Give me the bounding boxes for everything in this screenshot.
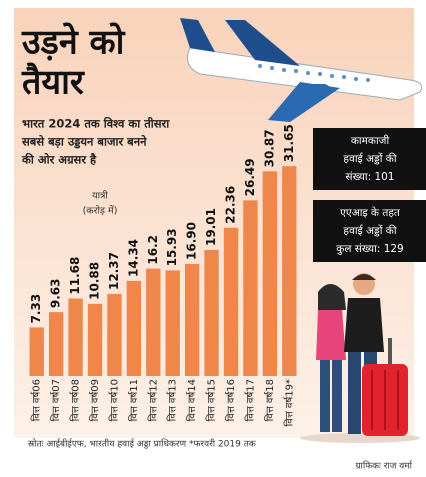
value-label: 22.36 (224, 186, 238, 224)
bar (87, 303, 103, 376)
subtitle: सबसे बड़ा उड्डयन बाजार बनने (21, 135, 147, 149)
x-tick-label: वित्त वर्ष15 (206, 379, 218, 421)
x-tick-label: वित्त वर्ष11 (128, 379, 140, 421)
bar (262, 171, 278, 376)
x-tick-label: वित्त वर्ष12 (147, 379, 159, 421)
bar (107, 293, 122, 376)
annotation: कुल संख्या: 129 (336, 243, 404, 255)
subtitle: की ओर अग्रसर है (21, 153, 97, 167)
value-label: 19.01 (204, 208, 218, 246)
annotation: हवाई अड्डों की (343, 224, 396, 237)
annotation: हवाई अड्डों की (343, 152, 396, 165)
x-tick-label: वित्त वर्ष08 (70, 379, 82, 421)
annotation: एएआइ के तहत (340, 206, 401, 219)
source: स्रोतः आईबीईएफ, भारतीय हवाई अड्डा प्राधि… (28, 438, 257, 450)
value-label: 10.88 (88, 262, 102, 300)
axis-label: यात्री (92, 190, 108, 202)
value-label: 15.93 (165, 228, 179, 266)
x-tick-label: वित्त वर्ष17 (244, 379, 256, 421)
value-label: 26.49 (243, 158, 257, 196)
annotation-box (313, 200, 426, 262)
value-label: 30.87 (262, 129, 276, 167)
value-label: 11.68 (68, 257, 82, 295)
airplane-illustration (180, 18, 423, 122)
chart-title: तैयार (21, 62, 85, 103)
chart-title: उड़ने को (21, 22, 126, 63)
bar (282, 166, 297, 376)
axis-label: (करोड़ में) (83, 205, 118, 217)
x-tick-label: वित्त वर्ष06 (31, 379, 43, 421)
x-tick-label: वित्त वर्ष09 (89, 379, 101, 421)
x-tick-label: वित्त वर्ष19* (283, 379, 295, 426)
value-label: 14.34 (126, 239, 140, 277)
subtitle: भारत 2024 तक विश्व का तीसरा (22, 117, 170, 131)
value-label: 7.33 (29, 294, 43, 324)
x-tick-label: वित्त वर्ष07 (50, 379, 62, 421)
bar (243, 200, 258, 376)
value-label: 16.2 (146, 235, 160, 265)
value-label: 31.65 (282, 124, 296, 162)
value-label: 16.90 (185, 222, 199, 260)
annotation: कामकाजी (351, 134, 390, 147)
x-tick-label: वित्त वर्ष18 (264, 379, 276, 421)
bar (204, 249, 219, 376)
x-tick-label: वित्त वर्ष16 (225, 379, 237, 421)
x-tick-label: वित्त वर्ष10 (108, 379, 120, 421)
bar (146, 268, 161, 376)
bar (68, 298, 83, 376)
x-tick-label: वित्त वर्ष13 (167, 379, 179, 421)
annotation-box (313, 128, 426, 190)
credit: ग्राफिकः राज वर्मा (355, 460, 413, 472)
travellers-illustration (300, 273, 420, 443)
x-tick-label: वित्त वर्ष14 (186, 379, 198, 421)
bar (223, 227, 239, 376)
bar (29, 327, 44, 376)
bar (184, 263, 200, 376)
bar (48, 312, 64, 376)
value-label: 9.63 (49, 279, 63, 309)
annotation: संख्या: 101 (346, 171, 395, 183)
bar (165, 270, 180, 376)
value-label: 12.37 (107, 252, 121, 290)
bar (126, 280, 142, 376)
